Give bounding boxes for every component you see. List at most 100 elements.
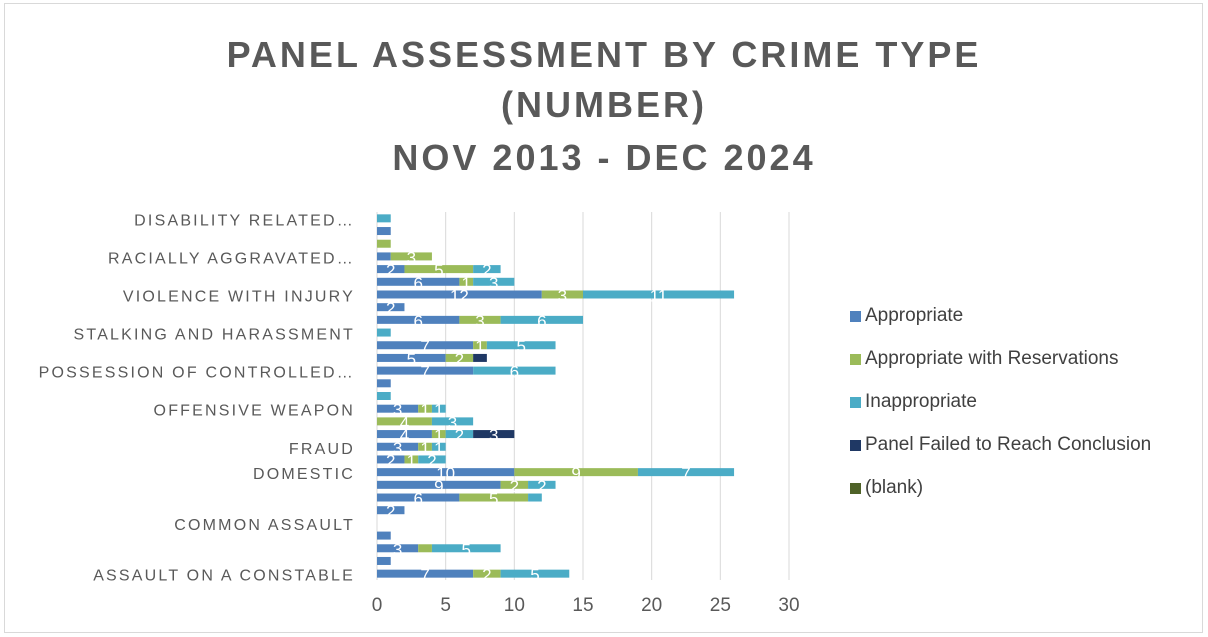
legend-label: Inappropriate <box>865 391 977 412</box>
x-tick-label: 0 <box>372 595 383 616</box>
bar-segment <box>459 277 474 286</box>
bar-segment <box>377 430 432 439</box>
bar-segment <box>486 341 556 350</box>
bar-segment <box>377 239 391 248</box>
data-label: 7 <box>420 363 429 382</box>
data-label: 3 <box>489 426 498 445</box>
bar-segment <box>377 480 501 489</box>
data-label: 10 <box>436 464 455 483</box>
data-label: 2 <box>386 299 395 318</box>
bar-segment <box>390 252 432 261</box>
bar-segment <box>377 556 391 565</box>
bar-segment <box>377 417 432 426</box>
bar-segment <box>431 430 446 439</box>
bar-segment <box>473 341 487 350</box>
bar-segment <box>377 493 460 502</box>
legend-swatch-blank <box>850 482 861 494</box>
data-label: 5 <box>516 337 525 356</box>
y-category-label: ASSAULT ON A CONSTABLE <box>93 568 355 585</box>
data-label: 1 <box>420 401 429 420</box>
data-label: 1 <box>434 439 443 458</box>
bar-segment <box>431 417 474 426</box>
chart-title-line-2: (NUMBER) <box>501 84 707 125</box>
bar-segment <box>473 353 487 362</box>
y-category-label: DISABILITY RELATED… <box>134 212 355 229</box>
bar-segment <box>377 531 391 540</box>
data-label: 1 <box>434 426 443 445</box>
data-label: 2 <box>386 451 395 470</box>
data-label: 6 <box>413 312 422 331</box>
data-label: 6 <box>510 363 519 382</box>
legend-label: Appropriate <box>865 305 964 326</box>
x-tick-label: 25 <box>710 595 731 616</box>
data-label: 1 <box>420 439 429 458</box>
x-tick-label: 30 <box>778 595 799 616</box>
bar-segment <box>377 404 419 413</box>
bar-segment <box>500 569 570 578</box>
data-label: 1 <box>407 451 416 470</box>
data-label: 2 <box>482 566 491 585</box>
data-label: 7 <box>420 566 429 585</box>
bar-segment <box>404 455 419 464</box>
y-category-label: OFFENSIVE WEAPON <box>154 403 355 420</box>
bar-segment <box>541 290 583 299</box>
bar-segment <box>377 379 391 388</box>
data-label: 1 <box>475 337 484 356</box>
data-label: 4 <box>400 413 409 432</box>
legend-item-blank: (blank) <box>850 477 1151 499</box>
data-label: 2 <box>482 261 491 280</box>
data-label: 9 <box>434 477 443 496</box>
bar-segment <box>473 265 501 274</box>
bar-segment <box>377 442 419 451</box>
legend-swatch-inappropriate <box>850 396 861 408</box>
x-tick-label: 15 <box>572 595 593 616</box>
bar-segment <box>377 341 474 350</box>
bar-segment <box>377 277 460 286</box>
bar-segment <box>377 315 460 324</box>
data-label: 2 <box>427 451 436 470</box>
data-label: 3 <box>393 439 402 458</box>
data-label: 9 <box>571 464 580 483</box>
bar-segment <box>377 227 391 236</box>
data-label: 2 <box>386 502 395 521</box>
y-category-label: POSSESSION OF CONTROLLED… <box>39 365 355 382</box>
x-tick-label: 10 <box>504 595 525 616</box>
bar-segment <box>377 392 391 400</box>
bar-segment <box>514 468 638 477</box>
data-label: 5 <box>489 490 498 509</box>
y-category-label: COMMON ASSAULT <box>174 517 355 534</box>
bar-segment <box>377 353 446 362</box>
data-label: 1 <box>434 401 443 420</box>
data-label: 1 <box>462 274 471 293</box>
bar-segment <box>377 366 474 375</box>
data-label: 2 <box>510 477 519 496</box>
data-label: 5 <box>462 540 471 559</box>
legend-item-appropriate: Appropriate <box>850 305 1151 327</box>
data-label: 6 <box>413 274 422 293</box>
data-label: 2 <box>537 477 546 496</box>
bar-segment <box>377 569 474 578</box>
bar-segment <box>473 366 556 375</box>
data-label: 6 <box>413 490 422 509</box>
data-label: 4 <box>400 426 409 445</box>
data-label: 3 <box>393 401 402 420</box>
legend-swatch-panel-failed <box>850 439 861 451</box>
bar-segment <box>377 265 405 274</box>
bar-segment <box>445 430 474 439</box>
bar-segment <box>473 569 501 578</box>
data-label: 7 <box>681 464 690 483</box>
bar-segment <box>459 315 501 324</box>
y-category-label: VIOLENCE WITH INJURY <box>123 288 355 305</box>
bar-segment <box>377 303 405 312</box>
bar-segment <box>377 252 391 261</box>
bar-segment <box>377 455 405 464</box>
chart-legend: Appropriate Appropriate with Reservation… <box>850 305 1151 520</box>
data-label: 2 <box>455 350 464 369</box>
chart-title-line-3: NOV 2013 - DEC 2024 <box>392 137 816 178</box>
bar-segment <box>637 468 735 477</box>
data-label: 2 <box>386 261 395 280</box>
bar-segment <box>528 480 556 489</box>
bar-segment <box>377 290 542 299</box>
legend-item-appropriate-with-reservations: Appropriate with Reservations <box>850 348 1151 370</box>
